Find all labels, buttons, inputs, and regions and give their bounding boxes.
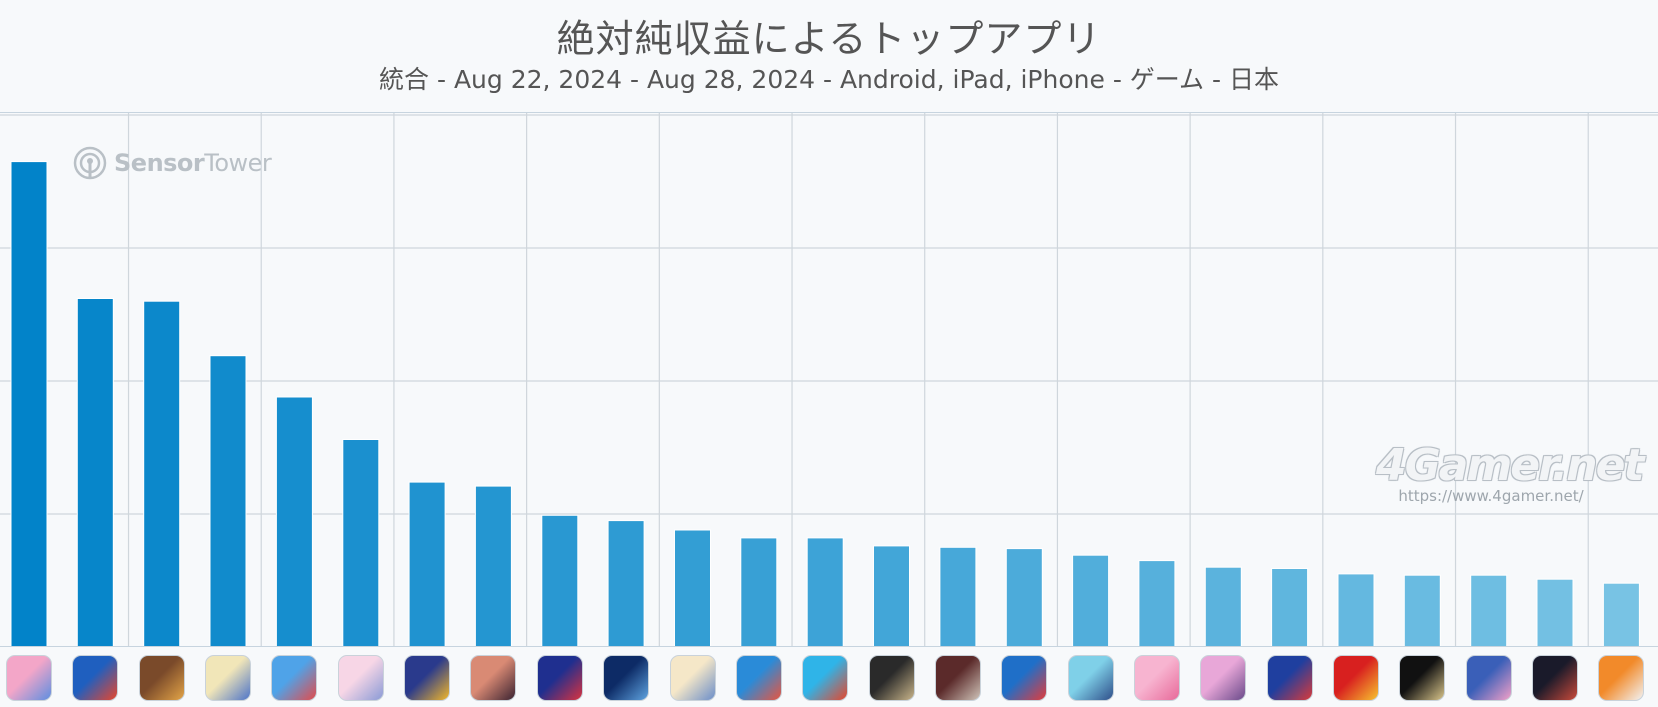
bar-18[interactable] — [1138, 560, 1176, 647]
bar-16[interactable] — [1005, 548, 1043, 647]
app-icon-25[interactable] — [1598, 655, 1645, 701]
app-icon-7[interactable] — [404, 655, 451, 701]
sensor-tower-watermark: SensorTower — [72, 145, 272, 181]
bar-14[interactable] — [873, 545, 910, 647]
bar-21[interactable] — [1337, 573, 1375, 647]
app-icon-8[interactable] — [470, 655, 517, 701]
app-icon-9[interactable] — [536, 655, 583, 701]
app-icon-23[interactable] — [1465, 655, 1512, 701]
app-icon-row — [0, 652, 1658, 707]
app-icon-17[interactable] — [1067, 655, 1114, 701]
bar-layer — [0, 161, 1658, 648]
app-icon-21[interactable] — [1333, 655, 1379, 701]
bar-5[interactable] — [275, 396, 313, 647]
app-icon-14[interactable] — [868, 655, 915, 701]
chart-title: 絶対純収益によるトップアプリ — [556, 17, 1102, 61]
bar-17[interactable] — [1072, 554, 1110, 647]
bar-20[interactable] — [1271, 568, 1309, 648]
app-icon-6[interactable] — [337, 655, 384, 701]
app-icon-18[interactable] — [1133, 655, 1180, 701]
app-icon-12[interactable] — [735, 655, 782, 701]
app-icon-5[interactable] — [271, 655, 318, 701]
app-icon-13[interactable] — [802, 655, 849, 701]
bar-2[interactable] — [76, 298, 114, 648]
bar-25[interactable] — [1602, 582, 1640, 647]
sensor-tower-logo-icon — [73, 146, 107, 180]
bar-13[interactable] — [806, 537, 844, 647]
bar-6[interactable] — [342, 439, 380, 648]
app-icon-16[interactable] — [1001, 655, 1048, 701]
fourgamer-watermark: 4Gamer.net https://www.4gamer.net/ — [1376, 440, 1644, 505]
app-icon-1[interactable] — [6, 655, 52, 701]
bar-chart — [0, 113, 1658, 647]
app-icon-2[interactable] — [72, 655, 119, 701]
bar-23[interactable] — [1470, 574, 1508, 647]
bar-4[interactable] — [209, 355, 247, 647]
bar-9[interactable] — [541, 514, 579, 647]
app-icon-4[interactable] — [205, 655, 252, 701]
app-icon-24[interactable] — [1532, 655, 1579, 701]
bar-24[interactable] — [1536, 578, 1574, 647]
app-icon-3[interactable] — [138, 655, 185, 701]
sensor-tower-wordmark-light: Tower — [204, 149, 272, 177]
bar-15[interactable] — [939, 546, 977, 647]
bar-11[interactable] — [674, 529, 711, 647]
chart-subtitle: 統合 - Aug 22, 2024 - Aug 28, 2024 - Andro… — [379, 65, 1279, 94]
bar-1[interactable] — [10, 161, 48, 647]
grid-layer — [0, 113, 1658, 647]
chart-header: 絶対純収益によるトップアプリ 統合 - Aug 22, 2024 - Aug 2… — [0, 0, 1658, 112]
app-icon-20[interactable] — [1266, 655, 1313, 701]
bar-10[interactable] — [607, 520, 645, 647]
bar-7[interactable] — [408, 481, 446, 647]
sensor-tower-wordmark: SensorTower — [114, 149, 272, 177]
bar-8[interactable] — [474, 485, 512, 647]
bar-3[interactable] — [143, 300, 181, 647]
fourgamer-logo: 4Gamer.net — [1376, 440, 1644, 491]
fourgamer-url: https://www.4gamer.net/ — [1398, 487, 1584, 505]
app-icon-15[interactable] — [934, 655, 981, 701]
sensor-tower-wordmark-bold: Sensor — [114, 149, 205, 177]
app-icon-11[interactable] — [669, 655, 716, 701]
app-icon-19[interactable] — [1200, 655, 1247, 701]
plot-area — [0, 113, 1658, 647]
header-divider — [0, 112, 1658, 113]
bar-12[interactable] — [740, 537, 778, 647]
app-icon-10[interactable] — [603, 655, 650, 701]
app-icon-22[interactable] — [1399, 655, 1446, 701]
bar-22[interactable] — [1403, 574, 1441, 647]
bar-19[interactable] — [1204, 566, 1242, 647]
